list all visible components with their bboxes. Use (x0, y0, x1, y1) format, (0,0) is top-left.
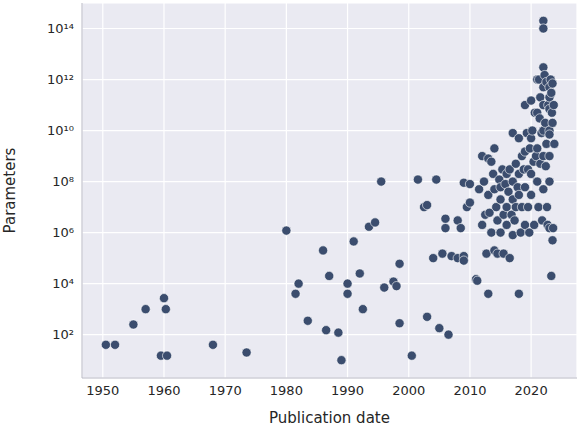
svg-text:1990: 1990 (331, 383, 364, 398)
svg-text:10⁴: 10⁴ (52, 276, 74, 291)
svg-text:1960: 1960 (147, 383, 180, 398)
svg-text:Publication date: Publication date (269, 409, 390, 427)
svg-text:10¹⁴: 10¹⁴ (47, 21, 74, 36)
svg-text:1970: 1970 (209, 383, 242, 398)
svg-text:2010: 2010 (453, 383, 486, 398)
svg-text:Parameters: Parameters (8, 147, 19, 233)
svg-text:1950: 1950 (86, 383, 119, 398)
svg-text:10⁶: 10⁶ (52, 225, 74, 240)
svg-text:2020: 2020 (515, 383, 548, 398)
svg-text:10⁸: 10⁸ (52, 174, 74, 189)
svg-text:1980: 1980 (270, 383, 303, 398)
svg-text:2000: 2000 (392, 383, 425, 398)
svg-text:10¹⁰: 10¹⁰ (47, 123, 74, 138)
svg-text:10¹²: 10¹² (47, 72, 74, 87)
svg-text:10²: 10² (52, 327, 74, 342)
